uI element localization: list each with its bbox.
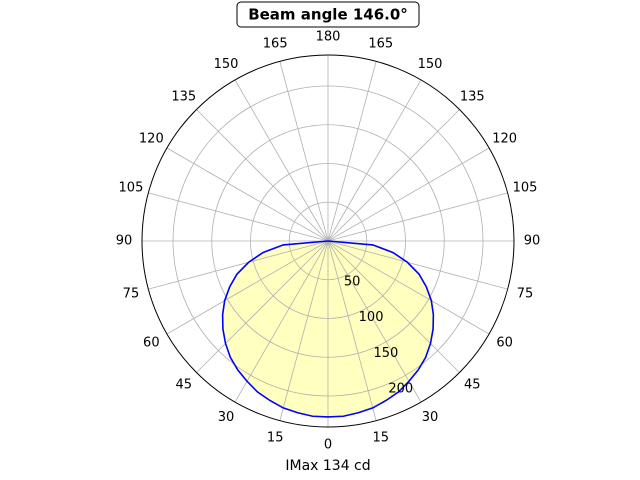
grid-spoke bbox=[327, 109, 460, 242]
grid-spoke bbox=[279, 61, 329, 242]
theta-tick-label: 30 bbox=[422, 410, 439, 425]
theta-tick-label: 0 bbox=[324, 438, 332, 453]
theta-tick-label: 30 bbox=[218, 410, 235, 425]
theta-tick-label: 75 bbox=[517, 286, 534, 301]
grid-spoke bbox=[234, 79, 329, 242]
theta-tick-label: 45 bbox=[175, 378, 192, 393]
theta-tick-label: 150 bbox=[214, 57, 239, 72]
theta-tick-label: 15 bbox=[373, 431, 390, 446]
theta-tick-label: 150 bbox=[418, 57, 443, 72]
r-tick-label: 50 bbox=[344, 274, 361, 289]
r-tick-label: 200 bbox=[388, 382, 413, 397]
r-tick-label: 150 bbox=[373, 346, 398, 361]
grid-spoke bbox=[327, 240, 377, 421]
grid-spoke bbox=[196, 109, 329, 242]
grid-spoke bbox=[327, 147, 490, 242]
theta-tick-label: 120 bbox=[139, 132, 164, 147]
theta-tick-label: 60 bbox=[143, 336, 160, 351]
grid-spoke bbox=[148, 240, 329, 290]
chart-title: Beam angle 146.0° bbox=[248, 6, 408, 24]
polar-frame bbox=[141, 54, 515, 428]
theta-tick-label: 15 bbox=[267, 431, 284, 446]
theta-tick-label: 90 bbox=[524, 234, 541, 249]
theta-tick-label: 180 bbox=[316, 30, 341, 45]
theta-tick-label: 90 bbox=[116, 234, 133, 249]
title-box bbox=[236, 1, 420, 28]
grid-spoke bbox=[166, 147, 329, 242]
grid-spoke bbox=[327, 240, 422, 403]
grid-spoke bbox=[327, 240, 490, 335]
grid-spoke bbox=[327, 240, 460, 373]
grid-spoke bbox=[327, 192, 508, 242]
theta-tick-label: 165 bbox=[368, 36, 393, 51]
grid-spoke bbox=[327, 61, 377, 242]
grid-spoke bbox=[196, 240, 329, 373]
x-axis-label: IMax 134 cd bbox=[285, 458, 370, 474]
r-tick-label: 100 bbox=[359, 310, 384, 325]
theta-tick-label: 120 bbox=[492, 132, 517, 147]
theta-tick-label: 105 bbox=[119, 181, 144, 196]
theta-tick-label: 45 bbox=[464, 378, 481, 393]
grid-spoke bbox=[279, 240, 329, 421]
beam-line bbox=[221, 240, 435, 418]
grid-spoke bbox=[327, 240, 508, 290]
grid-spoke bbox=[327, 79, 422, 242]
theta-tick-label: 60 bbox=[496, 336, 513, 351]
theta-tick-label: 135 bbox=[460, 89, 485, 104]
grid-spoke bbox=[148, 192, 329, 242]
theta-tick-label: 105 bbox=[513, 181, 538, 196]
theta-tick-label: 75 bbox=[123, 286, 140, 301]
grid-spoke bbox=[234, 240, 329, 403]
theta-tick-label: 135 bbox=[171, 89, 196, 104]
grid-spoke bbox=[166, 240, 329, 335]
theta-tick-label: 165 bbox=[263, 36, 288, 51]
